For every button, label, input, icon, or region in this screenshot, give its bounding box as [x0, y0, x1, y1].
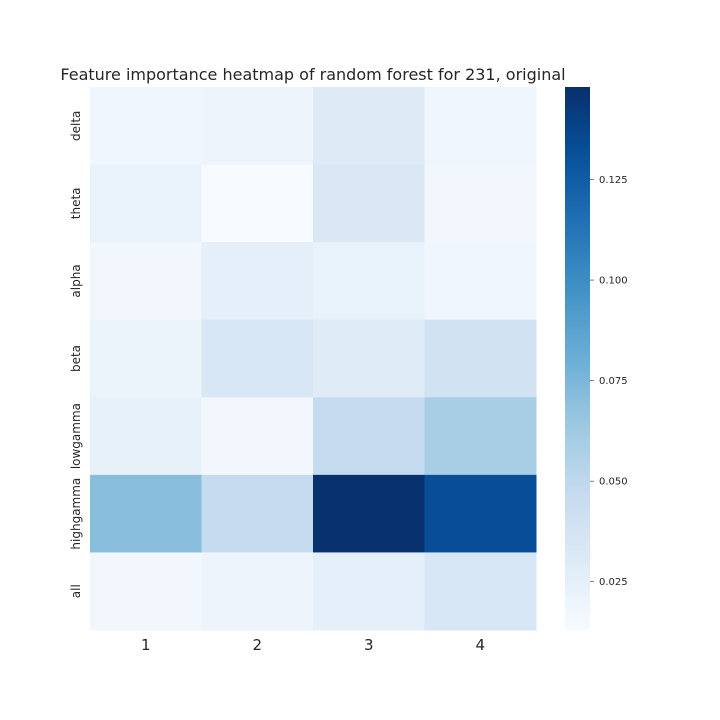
y-axis-ticks: delta theta alpha beta lowgamma highgamma all	[69, 111, 83, 599]
y-tick-label: lowgamma	[69, 403, 83, 469]
y-tick-label: beta	[69, 345, 83, 372]
heatmap-cell-delta-1	[90, 87, 202, 166]
colorbar-tick-label: 0.125	[599, 175, 628, 186]
heatmap-cell-highgamma-2	[201, 474, 314, 553]
heatmap-cell-theta-4	[424, 164, 537, 243]
heatmap-cell-lowgamma-2	[201, 397, 314, 476]
heatmap-cell-alpha-2	[201, 242, 314, 321]
colorbar-tick-label: 0.025	[599, 577, 628, 588]
colorbar-tick-label: 0.050	[599, 477, 628, 488]
colorbar-tick-label: 0.100	[599, 276, 628, 287]
y-tick-label: highgamma	[69, 478, 83, 550]
heatmap-cell-delta-4	[424, 87, 537, 166]
heatmap-cell-beta-3	[313, 319, 425, 398]
heatmap-cell-beta-2	[201, 319, 314, 398]
colorbar: 0.025 0.050 0.075 0.100 0.125	[565, 87, 628, 630]
heatmap-cell-theta-2	[201, 164, 314, 243]
heatmap-cell-lowgamma-3	[313, 397, 425, 476]
heatmap-cell-all-1	[90, 552, 202, 631]
y-tick-label: theta	[69, 187, 83, 219]
heatmap-cell-lowgamma-1	[90, 397, 202, 476]
heatmap-cell-all-4	[424, 552, 537, 631]
chart-title: Feature importance heatmap of random for…	[60, 65, 565, 84]
heatmap-cell-delta-3	[313, 87, 425, 166]
heatmap-cell-alpha-4	[424, 242, 537, 321]
heatmap-cell-alpha-1	[90, 242, 202, 321]
x-axis-ticks: 1 2 3 4	[141, 636, 485, 654]
heatmap-cell-all-2	[201, 552, 314, 631]
heatmap-cells	[90, 87, 537, 631]
heatmap-cell-theta-1	[90, 164, 202, 243]
heatmap-cell-highgamma-3	[313, 474, 425, 553]
heatmap-cell-beta-1	[90, 319, 202, 398]
x-tick-label: 4	[475, 636, 485, 654]
heatmap-cell-highgamma-4	[424, 474, 537, 553]
colorbar-gradient	[565, 87, 590, 630]
x-tick-label: 3	[364, 636, 374, 654]
heatmap-cell-all-3	[313, 552, 425, 631]
x-tick-label: 1	[141, 636, 151, 654]
heatmap-cell-theta-3	[313, 164, 425, 243]
heatmap-cell-delta-2	[201, 87, 314, 166]
heatmap-cell-lowgamma-4	[424, 397, 537, 476]
x-tick-label: 2	[252, 636, 262, 654]
colorbar-tick-label: 0.075	[599, 376, 628, 387]
heatmap-cell-highgamma-1	[90, 474, 202, 553]
y-tick-label: all	[69, 584, 83, 598]
y-tick-label: alpha	[69, 264, 83, 297]
heatmap-cell-beta-4	[424, 319, 537, 398]
heatmap-cell-alpha-3	[313, 242, 425, 321]
y-tick-label: delta	[69, 111, 83, 141]
